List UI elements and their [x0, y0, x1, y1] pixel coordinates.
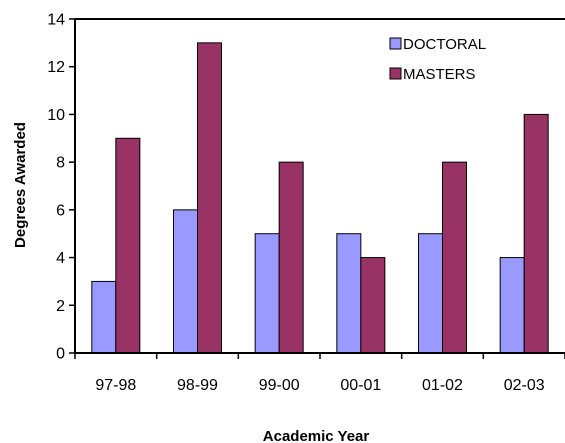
- bar-masters-99-00: [278, 161, 304, 354]
- legend-label-masters: MASTERS: [403, 66, 476, 83]
- legend: DOCTORAL MASTERS: [389, 36, 486, 83]
- bar-doctoral-98-99: [173, 209, 198, 354]
- bar-doctoral-01-02: [418, 233, 443, 354]
- bar-masters-02-03: [523, 113, 549, 354]
- x-tick-label: 00-01: [340, 377, 381, 394]
- x-tick-label: 01-02: [422, 377, 463, 394]
- x-tick-label: 98-99: [177, 377, 218, 394]
- y-tick-label: 6: [56, 202, 65, 219]
- bar-doctoral-99-00: [254, 233, 280, 354]
- y-axis: 0 2 4 6 8 10 12 14: [47, 12, 75, 363]
- legend-swatch-doctoral: [389, 37, 402, 50]
- y-axis-title: Degrees Awarded: [12, 122, 29, 248]
- bar-doctoral-00-01: [336, 233, 362, 354]
- bars: [91, 42, 549, 354]
- x-tick-label: 97-98: [95, 377, 136, 394]
- bar-masters-01-02: [442, 161, 467, 354]
- y-tick-label: 14: [47, 12, 65, 29]
- x-axis-title: Academic Year: [263, 428, 370, 443]
- y-tick-label: 10: [47, 107, 65, 124]
- x-tick-label: 99-00: [259, 377, 300, 394]
- y-tick-label: 4: [56, 250, 65, 267]
- y-tick-label: 8: [56, 155, 65, 172]
- bar-masters-00-01: [360, 257, 386, 354]
- bar-doctoral-02-03: [499, 257, 525, 354]
- legend-swatch-masters: [389, 67, 402, 80]
- bar-masters-97-98: [115, 137, 141, 354]
- x-axis: 97-98 98-99 99-00 00-01 01-02 02-03: [74, 353, 565, 394]
- y-tick-label: 2: [56, 298, 65, 315]
- bar-doctoral-97-98: [91, 280, 117, 354]
- x-tick-label: 02-03: [504, 377, 545, 394]
- y-tick-label: 0: [56, 346, 65, 363]
- y-tick-label: 12: [47, 59, 65, 76]
- axis-lines: [74, 18, 565, 354]
- bar-masters-98-99: [197, 42, 222, 354]
- legend-label-doctoral: DOCTORAL: [403, 36, 486, 53]
